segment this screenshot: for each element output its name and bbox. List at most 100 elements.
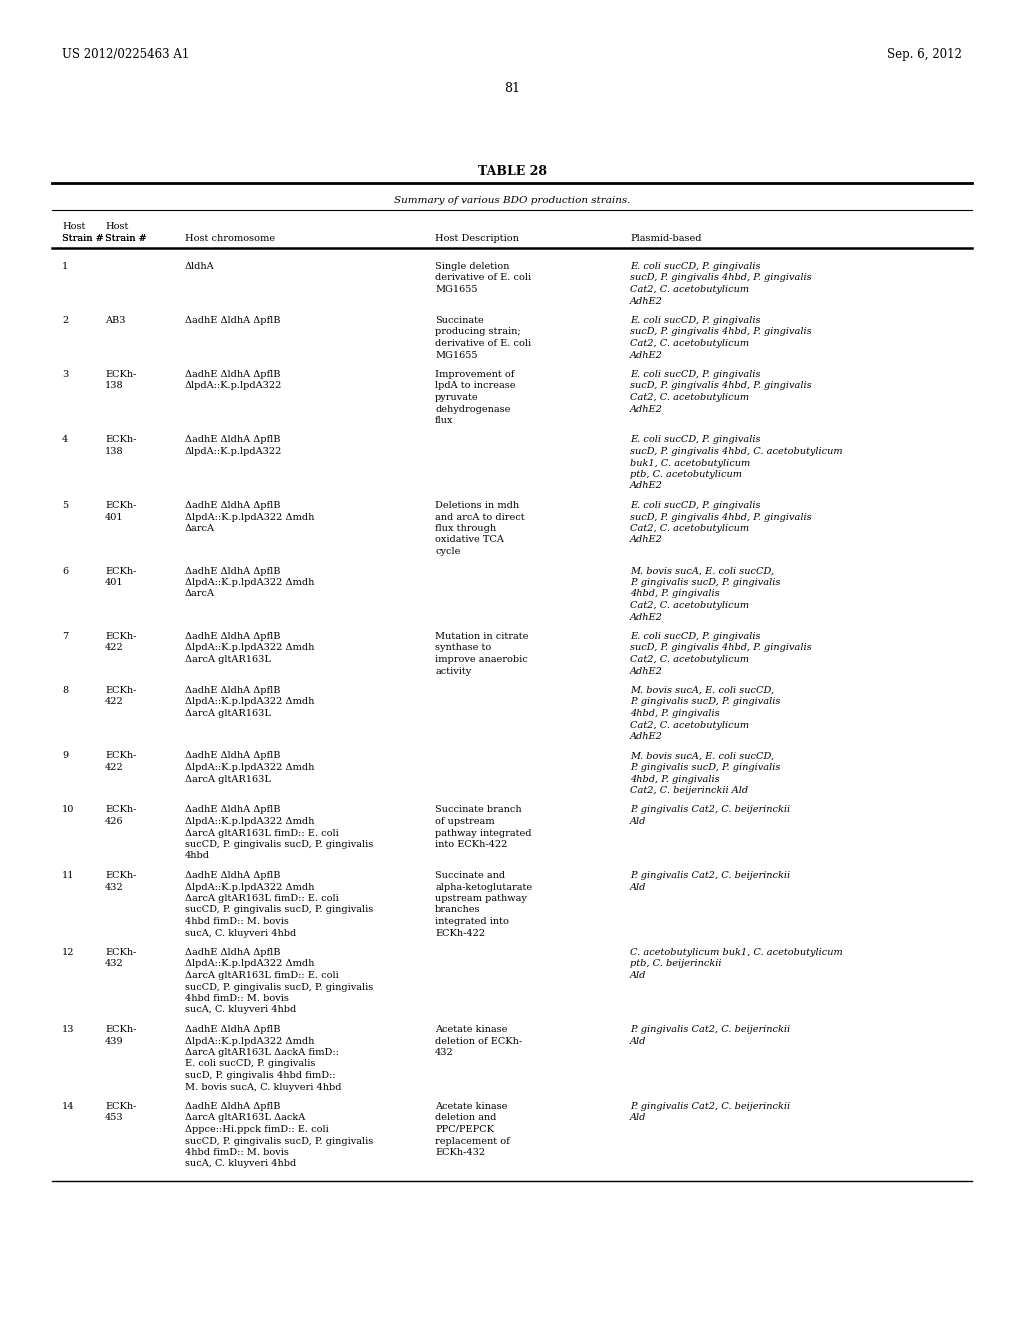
Text: sucD, P. gingivalis 4hbd, C. acetobutylicum: sucD, P. gingivalis 4hbd, C. acetobutyli… (630, 447, 843, 455)
Text: ΔadhE ΔldhA ΔpflB: ΔadhE ΔldhA ΔpflB (185, 632, 281, 642)
Text: ECKh-: ECKh- (105, 805, 136, 814)
Text: Cat2, C. acetobutylicum: Cat2, C. acetobutylicum (630, 285, 750, 294)
Text: Acetate kinase: Acetate kinase (435, 1026, 507, 1034)
Text: TABLE 28: TABLE 28 (477, 165, 547, 178)
Text: sucD, P. gingivalis 4hbd, P. gingivalis: sucD, P. gingivalis 4hbd, P. gingivalis (630, 327, 812, 337)
Text: MG1655: MG1655 (435, 285, 477, 294)
Text: ptb, C. beijerinckii: ptb, C. beijerinckii (630, 960, 722, 969)
Text: oxidative TCA: oxidative TCA (435, 536, 504, 544)
Text: 4hbd fimD:: M. bovis: 4hbd fimD:: M. bovis (185, 994, 289, 1003)
Text: ΔlpdA::K.p.lpdA322: ΔlpdA::K.p.lpdA322 (185, 381, 283, 391)
Text: ECKh-: ECKh- (105, 871, 136, 880)
Text: Succinate branch: Succinate branch (435, 805, 521, 814)
Text: P. gingivalis Cat2, C. beijerinckii: P. gingivalis Cat2, C. beijerinckii (630, 871, 791, 880)
Text: sucA, C. kluyveri 4hbd: sucA, C. kluyveri 4hbd (185, 1006, 296, 1015)
Text: Summary of various BDO production strains.: Summary of various BDO production strain… (394, 195, 630, 205)
Text: ECKh-: ECKh- (105, 370, 136, 379)
Text: ECKh-422: ECKh-422 (435, 928, 485, 937)
Text: P. gingivalis sucD, P. gingivalis: P. gingivalis sucD, P. gingivalis (630, 697, 780, 706)
Text: ECKh-: ECKh- (105, 948, 136, 957)
Text: 8: 8 (62, 686, 69, 696)
Text: 7: 7 (62, 632, 69, 642)
Text: ΔarcA gltAR163L ΔackA: ΔarcA gltAR163L ΔackA (185, 1114, 305, 1122)
Text: ΔlpdA::K.p.lpdA322 Δmdh: ΔlpdA::K.p.lpdA322 Δmdh (185, 578, 314, 587)
Text: synthase to: synthase to (435, 644, 492, 652)
Text: M. bovis sucA, E. coli sucCD,: M. bovis sucA, E. coli sucCD, (630, 566, 774, 576)
Text: ΔadhE ΔldhA ΔpflB: ΔadhE ΔldhA ΔpflB (185, 686, 281, 696)
Text: PPC/PEPCK: PPC/PEPCK (435, 1125, 494, 1134)
Text: ΔlpdA::K.p.lpdA322 Δmdh: ΔlpdA::K.p.lpdA322 Δmdh (185, 512, 314, 521)
Text: E. coli sucCD, P. gingivalis: E. coli sucCD, P. gingivalis (630, 261, 761, 271)
Text: ECKh-: ECKh- (105, 751, 136, 760)
Text: upstream pathway: upstream pathway (435, 894, 527, 903)
Text: 432: 432 (105, 883, 124, 891)
Text: Ald: Ald (630, 883, 646, 891)
Text: M. bovis sucA, E. coli sucCD,: M. bovis sucA, E. coli sucCD, (630, 751, 774, 760)
Text: ΔadhE ΔldhA ΔpflB: ΔadhE ΔldhA ΔpflB (185, 566, 281, 576)
Text: branches: branches (435, 906, 480, 915)
Text: ΔadhE ΔldhA ΔpflB: ΔadhE ΔldhA ΔpflB (185, 502, 281, 510)
Text: 4hbd fimD:: M. bovis: 4hbd fimD:: M. bovis (185, 1148, 289, 1158)
Text: Ald: Ald (630, 1114, 646, 1122)
Text: ΔarcA gltAR163L: ΔarcA gltAR163L (185, 655, 271, 664)
Text: 4hbd, P. gingivalis: 4hbd, P. gingivalis (630, 709, 720, 718)
Text: Cat2, C. acetobutylicum: Cat2, C. acetobutylicum (630, 524, 750, 533)
Text: Succinate and: Succinate and (435, 871, 505, 880)
Text: ΔlpdA::K.p.lpdA322 Δmdh: ΔlpdA::K.p.lpdA322 Δmdh (185, 883, 314, 891)
Text: 3: 3 (62, 370, 69, 379)
Text: ΔadhE ΔldhA ΔpflB: ΔadhE ΔldhA ΔpflB (185, 315, 281, 325)
Text: 12: 12 (62, 948, 75, 957)
Text: Cat2, C. acetobutylicum: Cat2, C. acetobutylicum (630, 393, 750, 403)
Text: ptb, C. acetobutylicum: ptb, C. acetobutylicum (630, 470, 742, 479)
Text: Deletions in mdh: Deletions in mdh (435, 502, 519, 510)
Text: ΔarcA: ΔarcA (185, 524, 215, 533)
Text: 4hbd: 4hbd (185, 851, 210, 861)
Text: ECKh-: ECKh- (105, 632, 136, 642)
Text: ΔlpdA::K.p.lpdA322 Δmdh: ΔlpdA::K.p.lpdA322 Δmdh (185, 960, 314, 969)
Text: sucD, P. gingivalis 4hbd, P. gingivalis: sucD, P. gingivalis 4hbd, P. gingivalis (630, 273, 812, 282)
Text: sucD, P. gingivalis 4hbd fimD::: sucD, P. gingivalis 4hbd fimD:: (185, 1071, 336, 1080)
Text: ΔadhE ΔldhA ΔpflB: ΔadhE ΔldhA ΔpflB (185, 805, 281, 814)
Text: deletion of ECKh-: deletion of ECKh- (435, 1036, 522, 1045)
Text: ΔadhE ΔldhA ΔpflB: ΔadhE ΔldhA ΔpflB (185, 436, 281, 445)
Text: ΔarcA gltAR163L: ΔarcA gltAR163L (185, 709, 271, 718)
Text: of upstream: of upstream (435, 817, 495, 826)
Text: sucCD, P. gingivalis sucD, P. gingivalis: sucCD, P. gingivalis sucD, P. gingivalis (185, 1137, 374, 1146)
Text: 9: 9 (62, 751, 69, 760)
Text: P. gingivalis sucD, P. gingivalis: P. gingivalis sucD, P. gingivalis (630, 763, 780, 772)
Text: ΔlpdA::K.p.lpdA322 Δmdh: ΔlpdA::K.p.lpdA322 Δmdh (185, 697, 314, 706)
Text: AB3: AB3 (105, 315, 126, 325)
Text: activity: activity (435, 667, 471, 676)
Text: E. coli sucCD, P. gingivalis: E. coli sucCD, P. gingivalis (630, 370, 761, 379)
Text: AdhE2: AdhE2 (630, 612, 663, 622)
Text: E. coli sucCD, P. gingivalis: E. coli sucCD, P. gingivalis (630, 315, 761, 325)
Text: cycle: cycle (435, 546, 461, 556)
Text: 453: 453 (105, 1114, 124, 1122)
Text: Cat2, C. acetobutylicum: Cat2, C. acetobutylicum (630, 655, 750, 664)
Text: Cat2, C. acetobutylicum: Cat2, C. acetobutylicum (630, 339, 750, 348)
Text: ECKh-: ECKh- (105, 1102, 136, 1111)
Text: ΔlpdA::K.p.lpdA322 Δmdh: ΔlpdA::K.p.lpdA322 Δmdh (185, 644, 314, 652)
Text: M. bovis sucA, C. kluyveri 4hbd: M. bovis sucA, C. kluyveri 4hbd (185, 1082, 341, 1092)
Text: AdhE2: AdhE2 (630, 482, 663, 491)
Text: 10: 10 (62, 805, 75, 814)
Text: 422: 422 (105, 763, 124, 772)
Text: 401: 401 (105, 512, 124, 521)
Text: Ald: Ald (630, 972, 646, 979)
Text: 138: 138 (105, 381, 124, 391)
Text: ΔlpdA::K.p.lpdA322 Δmdh: ΔlpdA::K.p.lpdA322 Δmdh (185, 1036, 314, 1045)
Text: ΔarcA: ΔarcA (185, 590, 215, 598)
Text: sucA, C. kluyveri 4hbd: sucA, C. kluyveri 4hbd (185, 1159, 296, 1168)
Text: Acetate kinase: Acetate kinase (435, 1102, 507, 1111)
Text: AdhE2: AdhE2 (630, 667, 663, 676)
Text: Plasmid-based: Plasmid-based (630, 234, 701, 243)
Text: E. coli sucCD, P. gingivalis: E. coli sucCD, P. gingivalis (185, 1060, 315, 1068)
Text: ΔadhE ΔldhA ΔpflB: ΔadhE ΔldhA ΔpflB (185, 751, 281, 760)
Text: and arcA to direct: and arcA to direct (435, 512, 524, 521)
Text: Improvement of: Improvement of (435, 370, 514, 379)
Text: Δppce::Hi.ppck fimD:: E. coli: Δppce::Hi.ppck fimD:: E. coli (185, 1125, 329, 1134)
Text: 13: 13 (62, 1026, 75, 1034)
Text: AdhE2: AdhE2 (630, 404, 663, 413)
Text: ΔarcA gltAR163L ΔackA fimD::: ΔarcA gltAR163L ΔackA fimD:: (185, 1048, 339, 1057)
Text: Cat2, C. beijerinckii Ald: Cat2, C. beijerinckii Ald (630, 785, 749, 795)
